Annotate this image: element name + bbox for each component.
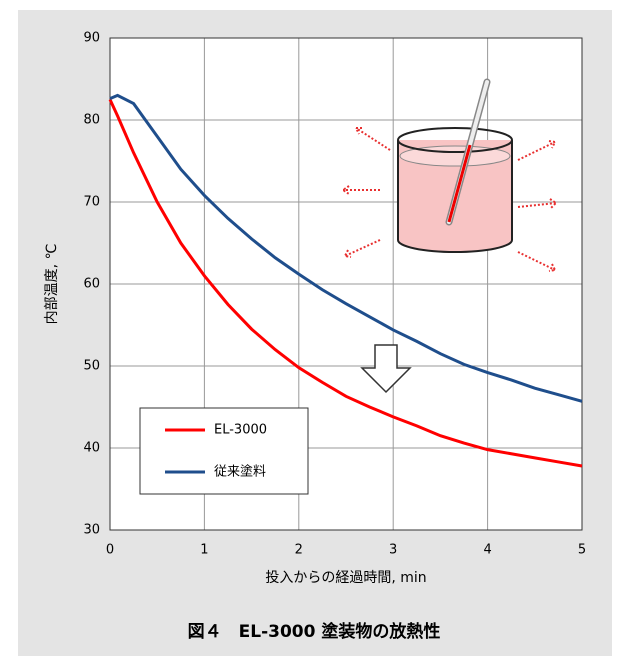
chart-title: 図４ EL-3000 塗装物の放熱性: [188, 621, 441, 642]
y-tick-label: 30: [83, 523, 100, 538]
x-tick-label: 2: [295, 543, 303, 558]
legend-label: EL-3000: [214, 423, 267, 438]
y-tick-label: 40: [83, 441, 100, 456]
legend-label: 従来塗料: [214, 464, 266, 480]
y-tick-label: 50: [83, 359, 100, 374]
x-tick-label: 4: [483, 543, 491, 558]
y-tick-label: 60: [83, 277, 100, 292]
y-tick-label: 80: [83, 113, 100, 128]
x-tick-label: 0: [106, 543, 114, 558]
y-tick-label: 90: [83, 31, 100, 46]
legend: [140, 408, 308, 494]
x-tick-label: 1: [200, 543, 208, 558]
x-tick-label: 3: [389, 543, 397, 558]
x-axis-label: 投入からの経過時間, min: [265, 570, 426, 586]
y-tick-label: 70: [83, 195, 100, 210]
chart: 投入からの経過時間, min 内部温度, ℃ 図４ EL-3000 塗装物の放熱…: [0, 0, 629, 662]
y-axis-label: 内部温度, ℃: [44, 244, 60, 325]
x-tick-label: 5: [578, 543, 586, 558]
